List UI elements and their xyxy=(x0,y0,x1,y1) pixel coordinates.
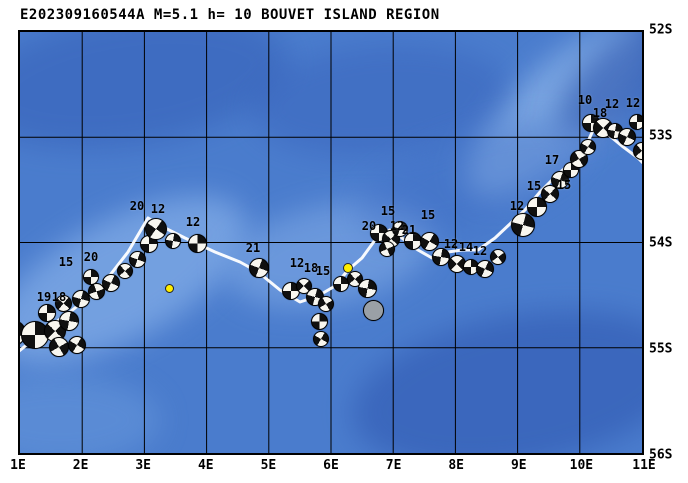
event-day-label: 18 xyxy=(303,261,319,275)
lon-tick-label: 6E xyxy=(323,458,339,473)
event-day-label: 20 xyxy=(129,199,145,213)
lon-tick-label: 2E xyxy=(72,458,89,473)
focal-mechanism-beachball xyxy=(68,336,86,354)
lat-tick-label: 54S xyxy=(649,235,673,250)
focal-mechanism-beachball xyxy=(187,233,207,253)
focal-mechanism-beachball xyxy=(72,290,90,308)
lon-tick-label: 4E xyxy=(197,458,214,473)
lon-tick-label: 11E xyxy=(632,458,656,473)
map-area: 20 12 12 15 20 19 18 21 12 18 15 15 20 12 21 15 12 14 12 12… xyxy=(18,30,644,455)
focal-mechanism-beachball xyxy=(49,337,69,357)
event-day-label: 19 xyxy=(36,290,52,304)
focal-mechanism-beachball xyxy=(38,304,56,322)
focal-mechanism-beachball xyxy=(419,231,439,251)
lat-tick-label: 56S xyxy=(649,447,673,463)
event-day-label: 20 xyxy=(361,219,377,233)
lon-tick-label: 9E xyxy=(510,458,527,473)
lat-tick-label: 55S xyxy=(649,341,673,357)
event-day-label: 15 xyxy=(380,204,396,218)
focal-mechanism-beachball xyxy=(570,150,588,168)
event-day-label: 18 xyxy=(592,106,608,120)
event-day-label: 12 xyxy=(509,199,525,213)
event-epicenter-marker xyxy=(343,263,353,273)
focal-mechanism-beachball xyxy=(541,185,559,203)
focal-mechanism-beachball xyxy=(527,197,547,217)
event-day-label: 10 xyxy=(577,93,593,107)
focal-mechanism-beachball xyxy=(54,294,72,312)
event-day-label: 12 xyxy=(289,256,305,270)
event-day-label: 12 xyxy=(472,244,488,258)
lon-tick-label: 3E xyxy=(135,458,152,473)
event-epicenter-marker xyxy=(164,283,174,293)
figure-title: E202309160544A M=5.1 h= 10 BOUVET ISLAND… xyxy=(20,7,440,23)
event-day-label: 15 xyxy=(556,178,572,192)
event-day-label: 12 xyxy=(443,237,459,251)
event-day-label: 15 xyxy=(58,255,74,269)
focal-mechanism-beachball xyxy=(511,213,535,237)
focal-mechanism-beachball xyxy=(117,263,133,279)
event-day-label: 12 xyxy=(389,219,405,233)
lon-tick-label: 7E xyxy=(385,458,402,473)
focal-mechanism-beachball xyxy=(580,139,596,155)
focal-mechanism-beachball xyxy=(313,331,329,347)
focal-mechanism-beachball xyxy=(318,296,334,312)
event-day-label: 15 xyxy=(315,264,331,278)
map-grid-layer xyxy=(20,32,642,453)
focal-mechanism-beachball xyxy=(362,299,384,321)
event-day-label: 20 xyxy=(83,250,99,264)
focal-mechanism-beachball xyxy=(249,258,269,278)
event-day-label: 17 xyxy=(544,153,560,167)
focal-mechanism-beachball xyxy=(379,241,395,257)
focal-mechanism-beachball xyxy=(102,274,120,292)
focal-mechanism-beachball xyxy=(618,128,636,146)
lon-tick-label: 5E xyxy=(260,458,277,473)
event-day-label: 15 xyxy=(526,179,542,193)
event-day-label: 14 xyxy=(458,240,474,254)
focal-mechanism-beachball xyxy=(165,233,181,249)
event-day-label: 12 xyxy=(185,215,201,229)
event-day-label: 18 xyxy=(51,290,67,304)
focal-mechanism-beachball xyxy=(145,218,167,240)
focal-mechanism-beachball xyxy=(476,260,494,278)
focal-mechanism-beachball xyxy=(128,250,146,268)
focal-mechanism-beachball xyxy=(633,142,642,160)
focal-mechanism-beachball xyxy=(357,278,377,298)
focal-mechanism-beachball xyxy=(310,312,328,330)
event-day-label: 21 xyxy=(401,223,417,237)
lon-tick-label: 10E xyxy=(569,458,594,473)
focal-mechanism-beachball xyxy=(490,249,506,265)
focal-mechanism-beachball xyxy=(59,311,79,331)
lon-tick-label: 1E xyxy=(10,458,26,473)
lat-tick-label: 52S xyxy=(649,22,673,38)
lat-tick-label: 53S xyxy=(649,128,673,144)
lon-tick-label: 8E xyxy=(448,458,465,473)
event-day-label: 12 xyxy=(150,202,166,216)
event-day-label: 21 xyxy=(245,241,261,255)
event-day-label: 12 xyxy=(604,97,620,111)
event-day-label: 12 xyxy=(625,96,641,110)
focal-mechanism-beachball xyxy=(83,269,99,285)
focal-mechanism-beachball xyxy=(629,114,642,130)
event-day-label: 15 xyxy=(420,208,436,222)
focal-mechanism-beachball xyxy=(392,221,408,237)
